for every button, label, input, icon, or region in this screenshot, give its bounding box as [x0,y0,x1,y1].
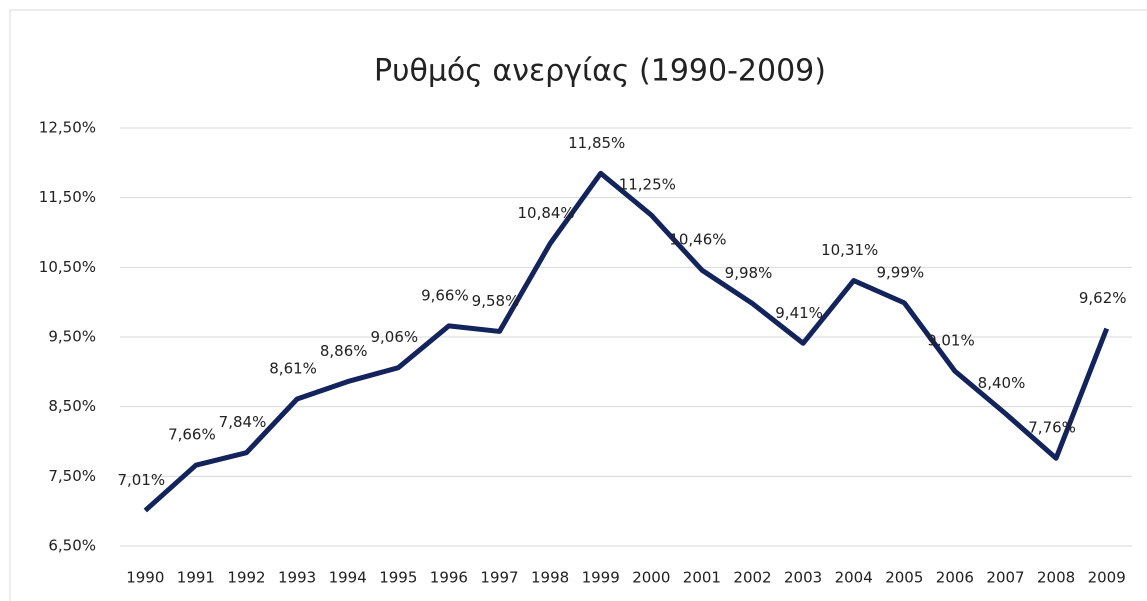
x-tick-label: 1999 [582,569,620,587]
x-tick-label: 2009 [1088,569,1126,587]
data-label: 9,41% [775,304,823,322]
data-label: 9,62% [1079,289,1127,307]
x-tick-label: 1992 [227,569,265,587]
y-tick-label: 7,50% [48,467,96,485]
x-tick-label: 1993 [278,569,316,587]
y-tick-label: 12,50% [39,119,96,137]
x-tick-label: 1990 [126,569,164,587]
x-tick-label: 1995 [379,569,417,587]
x-tick-label: 2001 [683,569,721,587]
x-tick-label: 1994 [329,569,367,587]
x-tick-label: 1991 [177,569,215,587]
x-tick-label: 1998 [531,569,569,587]
y-tick-label: 8,50% [48,397,96,415]
data-label: 10,31% [821,241,878,259]
data-label: 10,84% [517,204,574,222]
x-tick-label: 2008 [1037,569,1075,587]
data-label: 9,01% [927,332,975,350]
data-label: 11,85% [568,134,625,152]
data-label: 8,61% [269,360,317,378]
data-label: 7,84% [219,413,267,431]
y-tick-label: 9,50% [48,328,96,346]
chart-border [9,9,1147,601]
x-tick-label: 2000 [632,569,670,587]
data-label: 9,66% [421,286,469,304]
data-label: 7,76% [1028,419,1076,437]
data-label: 11,25% [619,176,676,194]
chart-title: Ρυθμός ανεργίας (1990-2009) [374,54,826,89]
line [143,170,1110,513]
data-label: 9,99% [876,263,924,281]
data-label: 7,01% [117,471,165,489]
y-tick-label: 11,50% [39,188,96,206]
data-label: 10,46% [669,231,726,249]
x-tick-label: 2007 [986,569,1024,587]
x-tick-label: 2003 [784,569,822,587]
data-label: 9,06% [370,328,418,346]
data-label: 7,66% [168,426,216,444]
x-tick-label: 1996 [430,569,468,587]
x-tick-label: 1997 [480,569,518,587]
x-tick-label: 2004 [835,569,873,587]
data-label: 9,58% [472,292,520,310]
data-label: 8,86% [320,342,368,360]
x-tick-label: 2005 [885,569,923,587]
data-label: 8,40% [978,374,1026,392]
x-tick-label: 2002 [733,569,771,587]
y-tick-label: 10,50% [39,258,96,276]
data-label: 9,98% [725,264,773,282]
x-tick-label: 2006 [936,569,974,587]
y-tick-label: 6,50% [48,537,96,555]
